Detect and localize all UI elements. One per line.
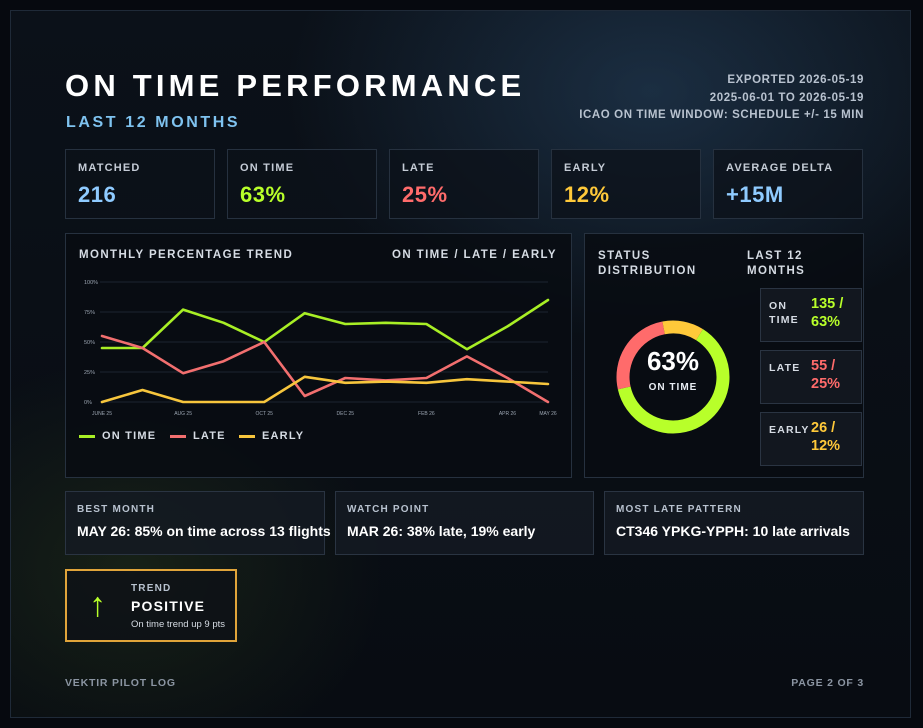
- insight-label: WATCH POINT: [347, 504, 430, 515]
- insight-card-watch-point: WATCH POINT MAR 26: 38% late, 19% early: [335, 491, 594, 555]
- stat-value: 216: [78, 182, 117, 207]
- status-donut-chart: [616, 320, 730, 434]
- insight-label: BEST MONTH: [77, 504, 156, 515]
- status-box-on-time: ON TIME 135 / 63%: [760, 288, 862, 342]
- insight-text: MAR 26: 38% late, 19% early: [347, 523, 536, 539]
- legend-swatch-late: [170, 434, 186, 438]
- stat-label: AVERAGE DELTA: [726, 162, 834, 174]
- y-tick-label: 25%: [84, 370, 95, 376]
- legend-label: LATE: [193, 430, 226, 442]
- insight-text: MAY 26: 85% on time across 13 flights: [77, 523, 331, 539]
- donut-segment-on-time: [616, 320, 730, 434]
- x-tick-label: MAY 26: [539, 411, 557, 417]
- on-time-window: ICAO ON TIME WINDOW: SCHEDULE +/- 15 MIN: [579, 109, 864, 121]
- series-line-early: [100, 375, 550, 404]
- y-tick-label: 50%: [84, 340, 95, 346]
- legend-swatch-on-time: [79, 434, 95, 438]
- legend-label: ON TIME: [102, 430, 157, 442]
- donut-center-label: ON TIME: [648, 382, 698, 393]
- trend-value: POSITIVE: [131, 598, 206, 614]
- distribution-title: STATUS DISTRIBUTION: [598, 250, 697, 277]
- legend-item-on-time: ON TIME: [79, 430, 156, 442]
- trend-chart-title: MONTHLY PERCENTAGE TREND: [79, 249, 294, 261]
- stat-card-late: LATE 25%: [389, 149, 539, 219]
- stat-card-average-delta: AVERAGE DELTA +15M: [713, 149, 863, 219]
- stat-label: EARLY: [564, 162, 607, 174]
- footer-brand: VEKTIR PILOT LOG: [65, 677, 176, 689]
- series-line-late: [100, 334, 550, 404]
- y-tick-label: 100%: [84, 280, 98, 286]
- trend-chart-series-label: ON TIME / LATE / EARLY: [392, 249, 557, 261]
- status-value: 55 / 25%: [811, 358, 841, 392]
- export-meta: EXPORTED 2026-05-19 2025-06-01 TO 2026-0…: [579, 72, 864, 125]
- stat-label: ON TIME: [240, 162, 295, 174]
- series-line-on-time: [100, 298, 550, 351]
- x-tick-label: DEC 25: [337, 411, 355, 417]
- status-value: 135 / 63%: [811, 296, 844, 330]
- x-tick-label: APR 26: [499, 411, 516, 417]
- stat-value: +15M: [726, 182, 784, 207]
- x-tick-label: FEB 26: [418, 411, 435, 417]
- status-box-late: LATE 55 / 25%: [760, 350, 862, 404]
- status-box-early: EARLY 26 / 12%: [760, 412, 862, 466]
- status-label: LATE: [769, 362, 801, 374]
- stat-value: 25%: [402, 182, 448, 207]
- stat-value: 63%: [240, 182, 286, 207]
- insight-label: MOST LATE PATTERN: [616, 504, 742, 515]
- date-range: 2025-06-01 TO 2026-05-19: [709, 91, 864, 104]
- stat-label: LATE: [402, 162, 435, 174]
- export-date: EXPORTED 2026-05-19: [727, 74, 864, 86]
- y-tick-label: 0%: [84, 400, 92, 406]
- donut-segment-late: [616, 320, 730, 434]
- legend-item-late: LATE: [170, 430, 226, 442]
- trend-line-chart: 100% 75% 50% 25% 0%JUNE 25 AUG 25 OCT 25 DEC 25…: [84, 280, 557, 417]
- x-tick-label: OCT 25: [255, 411, 273, 417]
- legend-swatch-early: [239, 434, 255, 438]
- insight-card-most-late-pattern: MOST LATE PATTERN CT346 YPKG-YPPH: 10 la…: [604, 491, 864, 555]
- trend-chart-panel: [65, 233, 572, 478]
- stat-card-matched: MATCHED 216: [65, 149, 215, 219]
- legend-label: EARLY: [262, 430, 305, 442]
- trend-label: TREND: [131, 583, 172, 594]
- footer-page-number: PAGE 2 OF 3: [791, 677, 864, 689]
- insight-text: CT346 YPKG-YPPH: 10 late arrivals: [616, 523, 850, 539]
- status-label: ON TIME: [769, 300, 799, 326]
- page-title: ON TIME PERFORMANCE: [65, 68, 526, 103]
- status-label: EARLY: [769, 424, 810, 436]
- legend-item-early: EARLY: [239, 430, 304, 442]
- trend-badge: ↑ TREND POSITIVE On time trend up 9 pts: [65, 569, 237, 642]
- arrow-up-icon: ↑: [89, 586, 106, 624]
- x-tick-label: JUNE 25: [92, 411, 112, 417]
- stat-label: MATCHED: [78, 162, 141, 174]
- stat-card-early: EARLY 12%: [551, 149, 701, 219]
- stat-card-on-time: ON TIME 63%: [227, 149, 377, 219]
- x-tick-label: AUG 25: [174, 411, 192, 417]
- insight-card-best-month: BEST MONTH MAY 26: 85% on time across 13…: [65, 491, 331, 555]
- donut-center-value: 63%: [646, 346, 700, 376]
- donut-segments: [616, 320, 730, 434]
- page-subtitle: LAST 12 MONTHS: [66, 114, 241, 131]
- distribution-period: LAST 12 MONTHS: [747, 250, 806, 277]
- status-value: 26 / 12%: [811, 420, 841, 454]
- y-tick-label: 75%: [84, 310, 95, 316]
- stat-value: 12%: [564, 182, 610, 207]
- trend-note: On time trend up 9 pts: [131, 619, 225, 630]
